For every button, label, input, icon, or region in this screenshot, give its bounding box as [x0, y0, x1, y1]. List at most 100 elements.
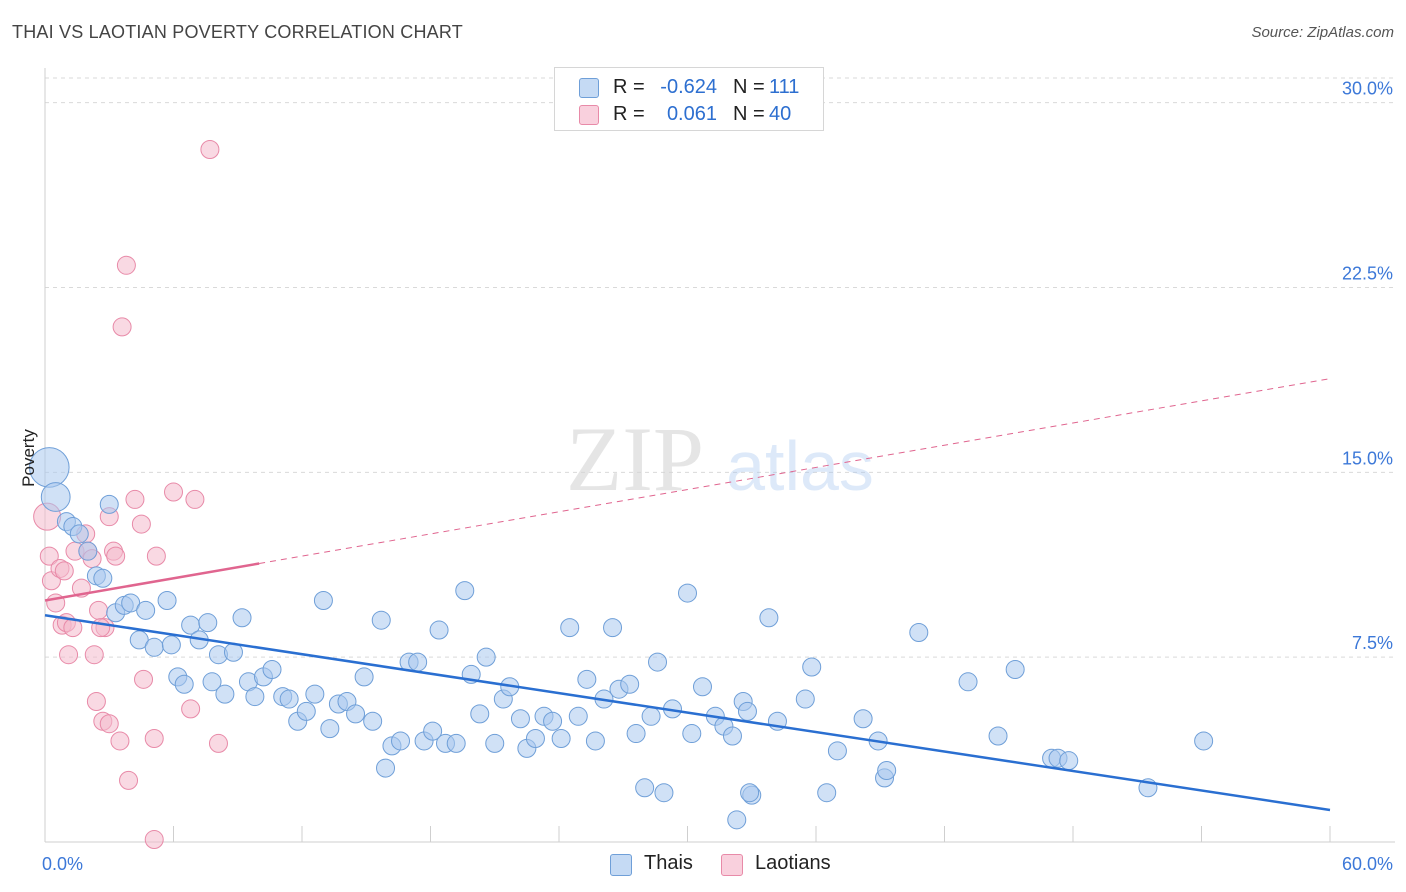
thais-swatch — [579, 78, 599, 98]
laotians-point — [91, 618, 111, 638]
thais-point — [510, 709, 530, 729]
thais-point — [305, 684, 325, 704]
thais-point — [215, 684, 235, 704]
thais-point — [877, 761, 897, 781]
y-tick-label: 30.0% — [1342, 79, 1393, 99]
x-tick-label: 0.0% — [42, 854, 83, 874]
legend-row-thais: R = -0.624 N = 111 — [555, 74, 823, 100]
thais-point — [320, 719, 340, 739]
y-tick-label: 7.5% — [1352, 633, 1393, 653]
thais-point — [476, 647, 496, 667]
thais-point — [603, 618, 623, 638]
laotians-point — [134, 669, 154, 689]
laotians-swatch — [579, 105, 599, 125]
laotians-point — [59, 645, 79, 665]
legend-r-label: R = — [613, 76, 645, 98]
thais-point — [279, 689, 299, 709]
laotians-point — [89, 600, 109, 620]
thais-point — [737, 701, 757, 721]
watermark-atlas: atlas — [726, 427, 874, 505]
thais-point — [543, 711, 563, 731]
laotians-point — [110, 731, 130, 751]
laotians-swatch — [721, 854, 743, 876]
thais-point — [551, 728, 571, 748]
legend-n-value-thais: 111 — [769, 76, 800, 98]
y-tick-label: 22.5% — [1342, 263, 1393, 283]
thais-point — [568, 706, 588, 726]
watermark-zip: ZIP — [566, 408, 704, 510]
thais-point — [795, 689, 815, 709]
grid — [45, 77, 1395, 658]
thais-point — [78, 541, 98, 561]
correlation-legend: R = -0.624 N = 111 R = 0.061 N = 40 — [554, 67, 824, 131]
thais-point — [198, 613, 218, 633]
thais-point — [429, 620, 449, 640]
thais-point — [174, 674, 194, 694]
thais-point — [121, 593, 141, 613]
thais-point — [408, 652, 428, 672]
y-axis-label: Poverty — [19, 429, 38, 487]
laotians-point — [164, 482, 183, 502]
thais-point — [202, 672, 222, 692]
laotians-point — [106, 546, 126, 566]
legend-n-label: N = — [733, 103, 765, 125]
laotians-point — [99, 714, 119, 734]
thais-point — [827, 741, 847, 761]
y-tick-label: 15.0% — [1342, 448, 1393, 468]
laotians-point — [144, 830, 164, 850]
thais-point — [93, 568, 113, 588]
thais-point — [313, 590, 333, 610]
laotians-point — [146, 546, 166, 566]
thais-point — [485, 733, 505, 753]
thais-point — [635, 778, 655, 798]
thais-point — [648, 652, 668, 672]
laotians-point — [86, 692, 106, 712]
thais-point — [958, 672, 978, 692]
thais-point — [99, 494, 119, 514]
thais-point — [560, 618, 580, 638]
thais-point — [262, 659, 282, 679]
thais-point — [376, 758, 396, 778]
thais-point — [1059, 751, 1079, 771]
thais-point — [817, 783, 837, 803]
thais-point — [525, 728, 545, 748]
thais-point — [69, 524, 89, 544]
series-legend-label: Laotians — [755, 852, 831, 874]
chart-title: THAI VS LAOTIAN POVERTY CORRELATION CHAR… — [12, 22, 463, 42]
thais-point — [161, 635, 181, 655]
tick-labels: 7.5% 15.0% 22.5% 30.0% 0.0% 60.0% — [42, 79, 1393, 874]
thais-point — [802, 657, 822, 677]
thais-swatch — [610, 854, 632, 876]
thais-point — [853, 709, 873, 729]
x-tick-label: 60.0% — [1342, 854, 1393, 874]
thais-point — [371, 610, 391, 630]
series-legend-label: Thais — [644, 852, 693, 874]
laotians-point — [125, 489, 145, 509]
thais-point — [470, 704, 490, 724]
thais-point — [455, 581, 475, 601]
thais-point — [654, 783, 674, 803]
thais-point — [423, 721, 443, 741]
trend-lines — [44, 378, 1331, 812]
thais-point — [363, 711, 383, 731]
thais-point — [722, 726, 742, 746]
thais-point — [232, 608, 252, 628]
thais-point — [346, 704, 366, 724]
laotians-point — [208, 733, 228, 753]
laotians-trend-projection — [259, 378, 1331, 565]
thais-point — [129, 630, 149, 650]
thais-point — [157, 590, 177, 610]
thais-point — [136, 600, 156, 620]
thais-point — [692, 677, 712, 697]
thais-point — [40, 482, 71, 512]
thais-point — [727, 810, 747, 830]
thais-point — [620, 674, 640, 694]
laotians-point — [200, 139, 220, 159]
legend-n-label: N = — [733, 76, 765, 98]
legend-r-label: R = — [613, 103, 645, 125]
legend-r-value-thais: -0.624 — [660, 76, 717, 98]
laotians-point — [39, 546, 59, 566]
thais-point — [626, 724, 646, 744]
laotians-point — [131, 514, 151, 534]
laotians-point — [181, 699, 201, 719]
